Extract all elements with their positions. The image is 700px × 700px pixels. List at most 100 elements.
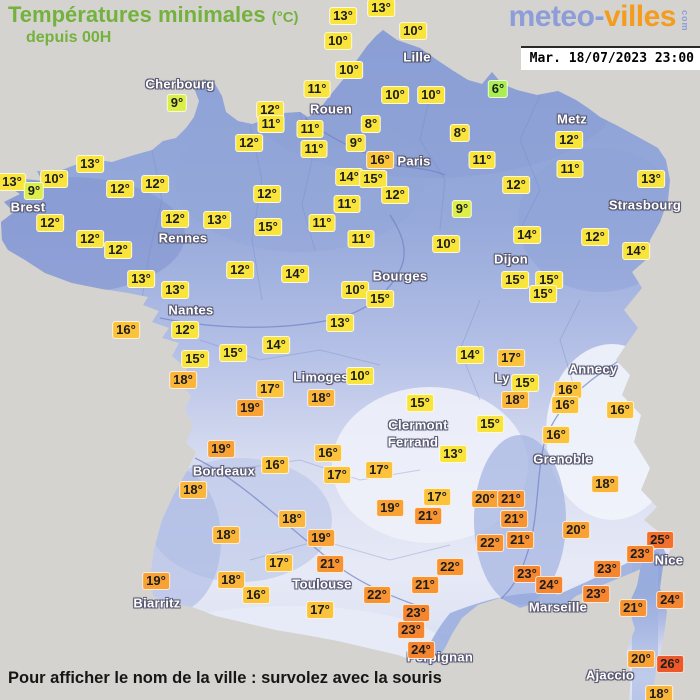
temp-label[interactable]: 16°	[366, 151, 394, 169]
temp-label[interactable]: 10°	[335, 61, 363, 79]
temp-label[interactable]: 8°	[449, 124, 471, 142]
temp-label[interactable]: 12°	[253, 185, 281, 203]
temp-label[interactable]: 12°	[581, 228, 609, 246]
temp-label[interactable]: 22°	[476, 534, 504, 552]
temp-label[interactable]: 13°	[637, 170, 665, 188]
temp-label[interactable]: 12°	[106, 180, 134, 198]
temp-label[interactable]: 9°	[166, 94, 188, 112]
temp-label[interactable]: 10°	[417, 86, 445, 104]
temp-label[interactable]: 13°	[127, 270, 155, 288]
temp-label[interactable]: 24°	[407, 641, 435, 659]
temp-label[interactable]: 11°	[257, 115, 285, 133]
temp-label[interactable]: 17°	[323, 466, 351, 484]
temp-label[interactable]: 11°	[300, 140, 328, 158]
temp-label[interactable]: 10°	[341, 281, 369, 299]
temp-label[interactable]: 15°	[406, 394, 434, 412]
temp-label[interactable]: 17°	[497, 349, 525, 367]
temp-label[interactable]: 15°	[181, 350, 209, 368]
temp-label[interactable]: 24°	[656, 591, 684, 609]
temp-label[interactable]: 21°	[506, 531, 534, 549]
temp-label[interactable]: 9°	[451, 200, 473, 218]
temp-label[interactable]: 15°	[366, 290, 394, 308]
temp-label[interactable]: 11°	[303, 80, 331, 98]
temp-label[interactable]: 20°	[562, 521, 590, 539]
temp-label[interactable]: 15°	[476, 415, 504, 433]
temp-label[interactable]: 20°	[627, 650, 655, 668]
temp-label[interactable]: 23°	[513, 565, 541, 583]
temp-label[interactable]: 15°	[254, 218, 282, 236]
temp-label[interactable]: 14°	[262, 336, 290, 354]
temp-label[interactable]: 19°	[236, 399, 264, 417]
temp-label[interactable]: 16°	[112, 321, 140, 339]
temp-label[interactable]: 16°	[261, 456, 289, 474]
temp-label[interactable]: 13°	[0, 173, 26, 191]
temp-label[interactable]: 12°	[36, 214, 64, 232]
temp-label[interactable]: 16°	[314, 444, 342, 462]
temp-label[interactable]: 19°	[142, 572, 170, 590]
temp-label[interactable]: 15°	[359, 170, 387, 188]
temp-label[interactable]: 11°	[347, 230, 375, 248]
meteo-villes-logo[interactable]: meteo-villes	[509, 0, 677, 34]
temp-label[interactable]: 25°	[646, 531, 674, 549]
temp-label[interactable]: 10°	[399, 22, 427, 40]
temp-label[interactable]: 19°	[207, 440, 235, 458]
temp-label[interactable]: 17°	[365, 461, 393, 479]
temp-label[interactable]: 23°	[397, 621, 425, 639]
temp-label[interactable]: 13°	[329, 7, 357, 25]
temp-label[interactable]: 10°	[432, 235, 460, 253]
temp-label[interactable]: 9°	[23, 182, 45, 200]
temp-label[interactable]: 16°	[551, 396, 579, 414]
temp-label[interactable]: 21°	[414, 507, 442, 525]
temp-label[interactable]: 21°	[316, 555, 344, 573]
temp-label[interactable]: 10°	[40, 170, 68, 188]
temp-label[interactable]: 24°	[535, 576, 563, 594]
temp-label[interactable]: 15°	[535, 271, 563, 289]
temp-label[interactable]: 16°	[606, 401, 634, 419]
temp-label[interactable]: 8°	[360, 115, 382, 133]
temp-label[interactable]: 18°	[501, 391, 529, 409]
temp-label[interactable]: 12°	[104, 241, 132, 259]
temp-label[interactable]: 11°	[296, 120, 324, 138]
temp-label[interactable]: 13°	[76, 155, 104, 173]
temp-label[interactable]: 21°	[411, 576, 439, 594]
temp-label[interactable]: 12°	[226, 261, 254, 279]
temp-label[interactable]: 12°	[555, 131, 583, 149]
temp-label[interactable]: 17°	[256, 380, 284, 398]
temp-label[interactable]: 15°	[529, 285, 557, 303]
temp-label[interactable]: 13°	[439, 445, 467, 463]
temp-label[interactable]: 11°	[556, 160, 584, 178]
temp-label[interactable]: 10°	[324, 32, 352, 50]
temp-label[interactable]: 15°	[501, 271, 529, 289]
temp-label[interactable]: 11°	[333, 195, 361, 213]
temp-label[interactable]: 14°	[622, 242, 650, 260]
temp-label[interactable]: 19°	[376, 499, 404, 517]
temp-label[interactable]: 23°	[626, 545, 654, 563]
temp-label[interactable]: 13°	[161, 281, 189, 299]
temp-label[interactable]: 14°	[281, 265, 309, 283]
temp-label[interactable]: 13°	[326, 314, 354, 332]
temp-label[interactable]: 14°	[513, 226, 541, 244]
temp-label[interactable]: 16°	[242, 586, 270, 604]
temp-label[interactable]: 18°	[645, 685, 673, 700]
temp-label[interactable]: 13°	[367, 0, 395, 17]
temp-label[interactable]: 21°	[619, 599, 647, 617]
temp-label[interactable]: 12°	[76, 230, 104, 248]
temp-label[interactable]: 14°	[456, 346, 484, 364]
temp-label[interactable]: 9°	[345, 134, 367, 152]
temp-label[interactable]: 17°	[265, 554, 293, 572]
temp-label[interactable]: 12°	[171, 321, 199, 339]
temp-label[interactable]: 18°	[307, 389, 335, 407]
temp-label[interactable]: 14°	[335, 168, 363, 186]
temp-label[interactable]: 21°	[500, 510, 528, 528]
temp-label[interactable]: 12°	[235, 134, 263, 152]
temp-label[interactable]: 19°	[307, 529, 335, 547]
temp-label[interactable]: 15°	[511, 374, 539, 392]
temp-label[interactable]: 12°	[161, 210, 189, 228]
temp-label[interactable]: 13°	[203, 211, 231, 229]
temp-label[interactable]: 10°	[346, 367, 374, 385]
temp-label[interactable]: 18°	[217, 571, 245, 589]
temp-label[interactable]: 15°	[219, 344, 247, 362]
temp-label[interactable]: 12°	[141, 175, 169, 193]
temp-label[interactable]: 12°	[502, 176, 530, 194]
temp-label[interactable]: 11°	[308, 214, 336, 232]
